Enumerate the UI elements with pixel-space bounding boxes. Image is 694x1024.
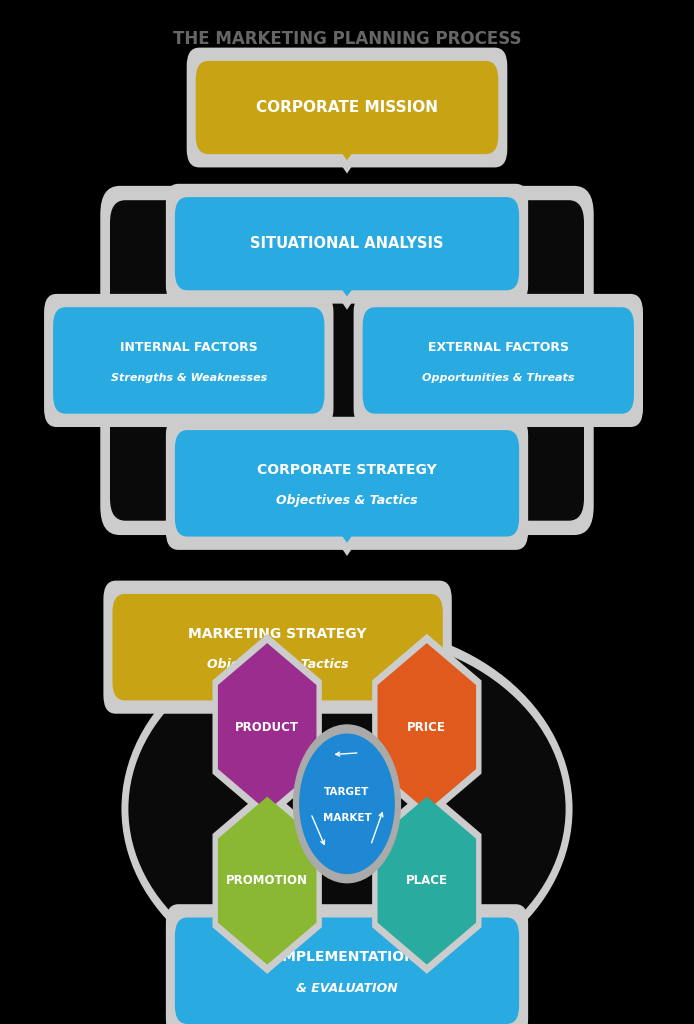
Circle shape	[294, 725, 400, 883]
Text: IMPLEMENTATION: IMPLEMENTATION	[278, 950, 416, 965]
FancyBboxPatch shape	[100, 186, 593, 535]
Text: PRICE: PRICE	[407, 721, 446, 733]
FancyBboxPatch shape	[175, 918, 519, 1024]
Text: SITUATIONAL ANALYSIS: SITUATIONAL ANALYSIS	[251, 237, 443, 251]
Text: INTERNAL FACTORS: INTERNAL FACTORS	[120, 341, 257, 353]
Ellipse shape	[128, 635, 566, 983]
Polygon shape	[329, 135, 365, 160]
Polygon shape	[218, 797, 316, 965]
Text: Opportunities & Threats: Opportunities & Threats	[422, 373, 575, 383]
Polygon shape	[212, 634, 322, 820]
Text: EXTERNAL FACTORS: EXTERNAL FACTORS	[428, 341, 569, 353]
FancyBboxPatch shape	[196, 61, 498, 154]
FancyBboxPatch shape	[187, 47, 507, 167]
FancyBboxPatch shape	[110, 201, 584, 520]
Polygon shape	[378, 643, 476, 811]
FancyBboxPatch shape	[166, 904, 528, 1024]
Ellipse shape	[121, 625, 573, 993]
Polygon shape	[329, 518, 365, 543]
Polygon shape	[320, 133, 374, 173]
FancyArrowPatch shape	[312, 816, 324, 845]
Text: PROMOTION: PROMOTION	[226, 874, 308, 887]
Polygon shape	[329, 271, 365, 297]
Text: CORPORATE STRATEGY: CORPORATE STRATEGY	[257, 463, 437, 477]
Polygon shape	[372, 634, 482, 820]
FancyBboxPatch shape	[166, 417, 528, 550]
Text: Objectives & Tactics: Objectives & Tactics	[207, 658, 348, 671]
Text: MARKET: MARKET	[323, 813, 371, 823]
FancyBboxPatch shape	[353, 294, 643, 427]
Text: & EVALUATION: & EVALUATION	[296, 982, 398, 994]
FancyArrowPatch shape	[336, 753, 357, 756]
Polygon shape	[378, 797, 476, 965]
FancyBboxPatch shape	[53, 307, 324, 414]
FancyBboxPatch shape	[112, 594, 443, 700]
FancyBboxPatch shape	[166, 184, 528, 303]
FancyBboxPatch shape	[175, 430, 519, 537]
Text: Objectives & Tactics: Objectives & Tactics	[276, 495, 418, 507]
Circle shape	[300, 734, 394, 873]
Polygon shape	[320, 516, 374, 556]
Polygon shape	[320, 269, 374, 309]
FancyBboxPatch shape	[175, 197, 519, 291]
Text: TARGET: TARGET	[324, 786, 370, 797]
FancyBboxPatch shape	[44, 294, 334, 427]
Text: PRODUCT: PRODUCT	[235, 721, 299, 733]
Polygon shape	[372, 787, 482, 974]
Text: THE MARKETING PLANNING PROCESS: THE MARKETING PLANNING PROCESS	[173, 30, 521, 48]
Text: PLACE: PLACE	[406, 874, 448, 887]
Text: CORPORATE MISSION: CORPORATE MISSION	[256, 100, 438, 115]
Polygon shape	[260, 682, 296, 707]
FancyBboxPatch shape	[362, 307, 634, 414]
Polygon shape	[212, 787, 322, 974]
Polygon shape	[218, 643, 316, 811]
Text: Strengths & Weaknesses: Strengths & Weaknesses	[110, 373, 267, 383]
FancyBboxPatch shape	[103, 581, 452, 714]
Polygon shape	[251, 680, 305, 720]
FancyArrowPatch shape	[371, 813, 383, 843]
Text: MARKETING STRATEGY: MARKETING STRATEGY	[188, 627, 367, 641]
